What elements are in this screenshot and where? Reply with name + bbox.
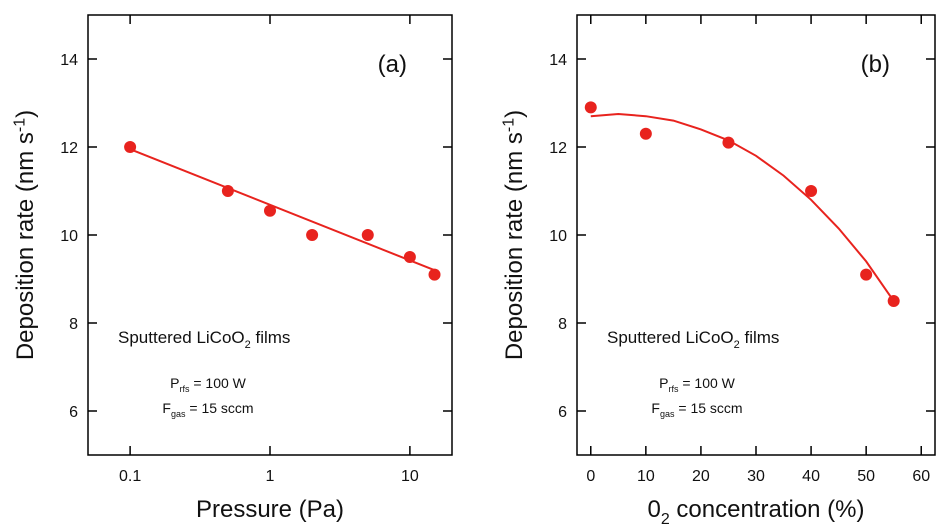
text-part: Sputtered LiCoO: [118, 328, 245, 347]
data-point: [264, 204, 276, 217]
annotation: (b): [861, 51, 890, 78]
data-point: [860, 268, 873, 281]
plot-frame: [87, 14, 453, 456]
text-part: Sputtered LiCoO: [607, 328, 734, 347]
x-tick-label: 60: [912, 468, 930, 485]
y-tick-label: 14: [549, 52, 567, 69]
text-part: F: [162, 400, 171, 416]
text-part: P: [170, 375, 179, 391]
annotation: Sputtered LiCoO2 films: [118, 328, 290, 351]
x-axis-label: 02 concentration (%): [647, 496, 864, 528]
text-part: 0: [647, 496, 660, 523]
x-tick-label: 10: [637, 468, 655, 485]
data-point: [428, 268, 441, 281]
x-tick-label: 50: [857, 468, 875, 485]
y-axis-label: Deposition rate (nm s-1): [501, 110, 528, 360]
text-part: films: [740, 328, 780, 347]
text-part: = 15 sccm: [674, 400, 742, 416]
script-text: 2: [734, 339, 740, 351]
script-text: gas: [660, 409, 675, 419]
x-tick-label: 40: [802, 468, 820, 485]
text-part: Deposition rate (nm s: [501, 132, 528, 360]
data-point: [639, 127, 652, 140]
script-text: gas: [171, 409, 186, 419]
y-tick-label: 12: [60, 140, 78, 157]
y-tick-label: 12: [549, 140, 567, 157]
text-part: = 100 W: [189, 375, 246, 391]
x-tick-label: 0.1: [119, 468, 141, 485]
x-axis-label: Pressure (Pa): [196, 496, 344, 523]
x-tick-label: 30: [747, 468, 765, 485]
y-tick-label: 8: [69, 316, 78, 333]
text-part: P: [659, 375, 668, 391]
y-tick-label: 10: [549, 228, 567, 245]
data-point: [306, 229, 319, 241]
text-part: ): [501, 110, 528, 118]
script-text: 2: [661, 511, 670, 528]
data-point: [584, 101, 597, 114]
text-part: ): [12, 110, 39, 118]
text-part: Deposition rate (nm s: [12, 132, 39, 360]
script-text: -1: [501, 118, 518, 132]
y-tick-label: 14: [60, 52, 78, 69]
annotation: Prfs = 100 W: [170, 375, 247, 394]
text-part: (a): [378, 51, 407, 78]
x-tick-label: 20: [692, 468, 710, 485]
script-text: rfs: [179, 384, 189, 394]
annotation: Fgas = 15 sccm: [162, 400, 253, 419]
x-tick-label: 1: [266, 468, 275, 485]
text-part: concentration (%): [670, 496, 865, 523]
text-part: films: [251, 328, 291, 347]
y-tick-label: 10: [60, 228, 78, 245]
text-part: F: [651, 400, 660, 416]
x-tick-label: 10: [401, 468, 419, 485]
annotation: Fgas = 15 sccm: [651, 400, 742, 419]
script-text: 2: [245, 339, 251, 351]
script-text: rfs: [668, 384, 678, 394]
annotation: Prfs = 100 W: [659, 375, 736, 394]
x-tick-label: 0: [586, 468, 595, 485]
annotation: Sputtered LiCoO2 films: [607, 328, 779, 351]
fit-line: [590, 112, 895, 302]
text-part: (b): [861, 51, 890, 78]
data-point: [361, 229, 374, 241]
script-text: -1: [12, 118, 29, 132]
data-point: [805, 185, 818, 197]
y-tick-label: 6: [558, 404, 567, 421]
data-point: [221, 185, 234, 197]
y-axis-label: Deposition rate (nm s-1): [12, 110, 39, 360]
text-part: Pressure (Pa): [196, 496, 344, 523]
y-tick-label: 6: [69, 404, 78, 421]
y-tick-label: 8: [558, 316, 567, 333]
plot-frame: [576, 14, 936, 456]
annotation: (a): [378, 51, 407, 78]
text-part: = 15 sccm: [185, 400, 253, 416]
text-part: = 100 W: [678, 375, 735, 391]
fit-line: [129, 148, 435, 272]
